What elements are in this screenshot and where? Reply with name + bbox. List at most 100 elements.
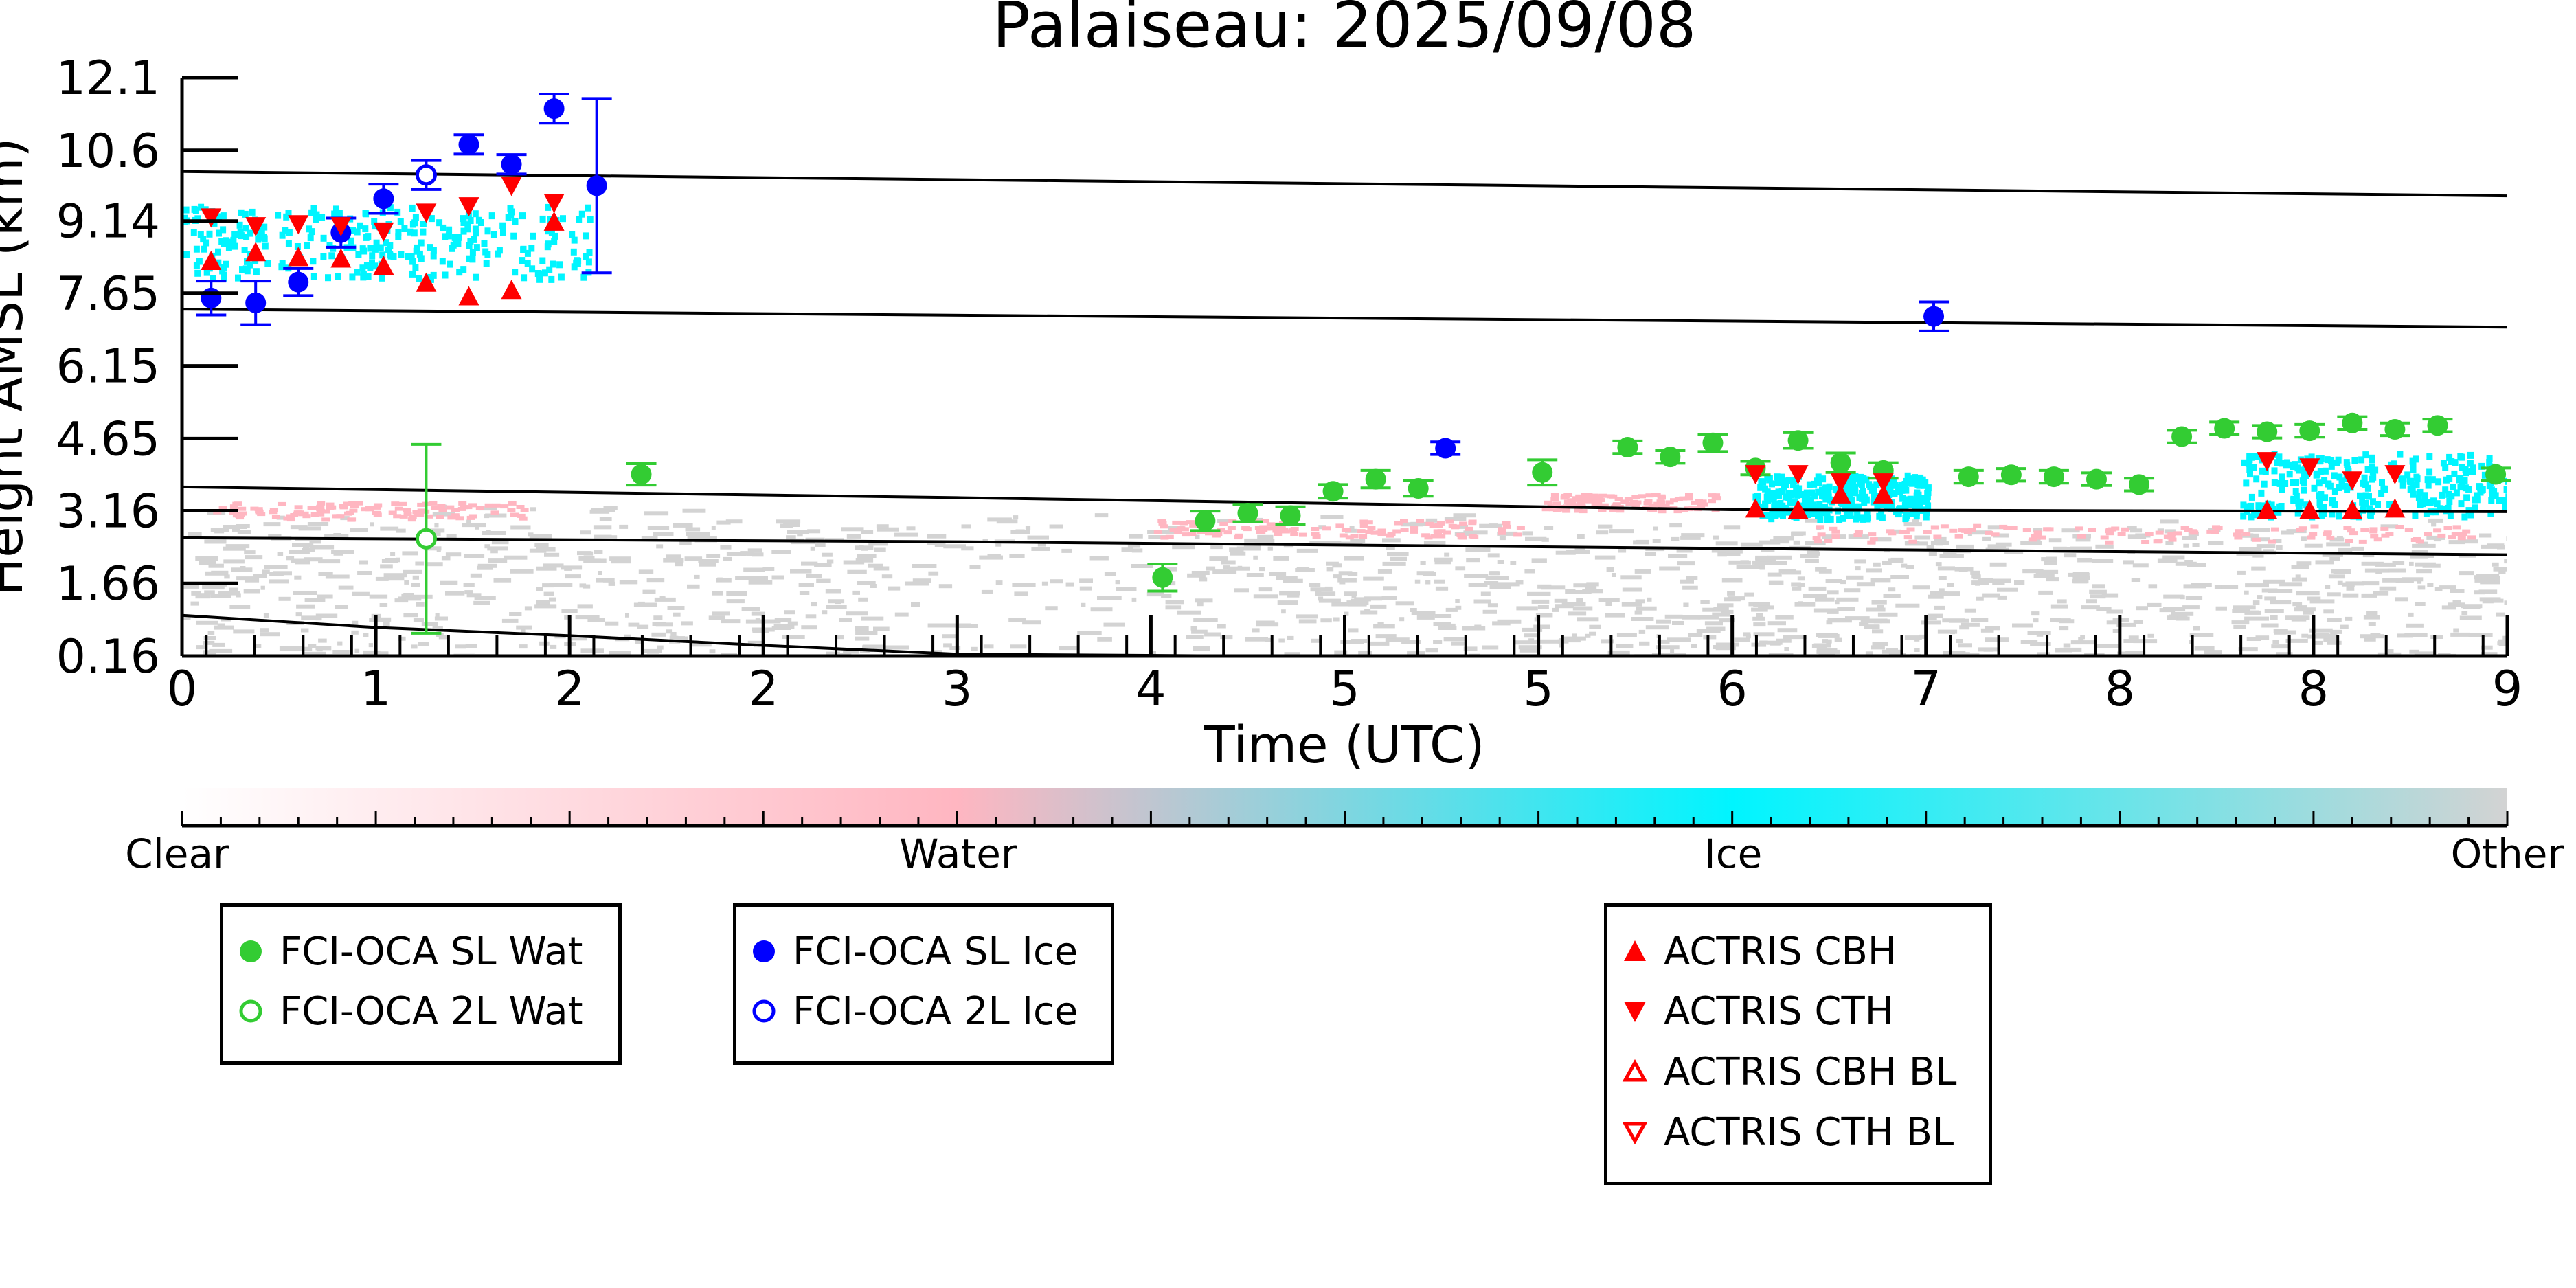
- ice-cloud-texture: [2299, 477, 2306, 485]
- clear-sky-texture: [474, 596, 496, 600]
- clear-sky-texture: [694, 574, 700, 579]
- clear-sky-texture: [810, 546, 815, 551]
- clear-sky-texture: [1199, 577, 1208, 582]
- ice-cloud-texture: [1842, 489, 1849, 497]
- clear-sky-texture: [735, 576, 758, 580]
- ice-cloud-texture: [200, 236, 207, 243]
- ice-cloud-texture: [1811, 493, 1818, 500]
- water-cloud-texture: [1219, 521, 1228, 526]
- clear-sky-texture: [1777, 628, 1798, 633]
- clear-sky-texture: [501, 618, 519, 623]
- ice-cloud-texture: [362, 225, 369, 233]
- water-cloud-texture: [408, 515, 417, 519]
- water-cloud-texture: [1169, 528, 1178, 532]
- clear-sky-texture: [207, 631, 215, 635]
- clear-sky-texture: [2033, 574, 2055, 578]
- x-tick-label: 1: [361, 661, 392, 717]
- clear-sky-texture: [268, 534, 282, 539]
- data-point: [1830, 484, 1851, 504]
- clear-sky-texture: [338, 585, 354, 590]
- data-point: [245, 242, 267, 262]
- water-cloud-texture: [1457, 535, 1466, 540]
- clear-sky-texture: [2292, 577, 2307, 582]
- clear-sky-texture: [1895, 603, 1920, 608]
- clear-sky-texture: [2422, 563, 2441, 568]
- ice-cloud-texture: [2341, 482, 2348, 490]
- clear-sky-texture: [1826, 639, 1832, 644]
- data-point: [373, 222, 394, 242]
- clear-sky-texture: [2460, 539, 2478, 544]
- ice-cloud-texture: [275, 212, 282, 219]
- clear-sky-texture: [352, 591, 370, 596]
- colorbar: Clear Water Ice Other: [125, 788, 2564, 877]
- clear-sky-texture: [1741, 542, 1763, 547]
- clear-sky-texture: [462, 523, 486, 528]
- ice-cloud-texture: [449, 245, 455, 252]
- clear-sky-texture: [2497, 545, 2505, 550]
- clear-sky-texture: [1337, 541, 1361, 546]
- x-tick-label: 8: [2298, 661, 2329, 717]
- clear-sky-texture: [398, 636, 406, 641]
- water-cloud-texture: [1625, 501, 1634, 506]
- ice-cloud-texture: [183, 251, 190, 258]
- clear-sky-texture: [2427, 583, 2434, 587]
- ice-cloud-texture: [2442, 464, 2449, 471]
- water-cloud-texture: [336, 514, 345, 519]
- clear-sky-texture: [1375, 634, 1397, 639]
- water-cloud-texture: [2180, 526, 2189, 530]
- clear-sky-texture: [2182, 536, 2197, 540]
- x-tick-label: 9: [2492, 661, 2523, 717]
- clear-sky-texture: [2252, 600, 2260, 605]
- ice-cloud-texture: [2268, 501, 2275, 509]
- clear-sky-texture: [855, 631, 878, 635]
- ice-cloud-texture: [1763, 512, 1770, 519]
- ice-cloud-texture: [428, 215, 435, 223]
- ice-cloud-texture: [412, 264, 419, 271]
- clear-sky-texture: [202, 585, 225, 590]
- ice-cloud-texture: [1919, 476, 1926, 484]
- clear-sky-texture: [2448, 540, 2465, 545]
- clear-sky-texture: [190, 601, 199, 606]
- clear-sky-texture: [1386, 545, 1395, 550]
- clear-sky-texture: [229, 605, 251, 609]
- data-point: [1532, 462, 1553, 483]
- clear-sky-texture: [1618, 548, 1627, 553]
- ice-cloud-texture: [439, 258, 446, 265]
- water-cloud-texture: [250, 506, 259, 511]
- clear-sky-texture: [260, 585, 265, 590]
- clear-sky-texture: [1594, 555, 1616, 560]
- clear-sky-texture: [1010, 530, 1030, 534]
- clear-sky-texture: [1455, 566, 1466, 571]
- ice-cloud-texture: [310, 273, 317, 280]
- clear-sky-texture: [2295, 605, 2307, 610]
- water-cloud-texture: [1869, 537, 1878, 542]
- ice-cloud-texture: [2503, 486, 2507, 493]
- clear-sky-texture: [1607, 650, 1630, 655]
- clear-sky-texture: [564, 615, 569, 620]
- clear-sky-texture: [987, 554, 1001, 558]
- clear-sky-texture: [1465, 547, 1491, 552]
- ice-cloud-texture: [1775, 488, 1782, 496]
- clear-sky-texture: [1148, 535, 1172, 539]
- ice-cloud-texture: [220, 212, 227, 220]
- water-cloud-texture: [1410, 529, 1418, 534]
- clear-sky-texture: [1010, 644, 1027, 649]
- clear-sky-texture: [2263, 549, 2274, 554]
- clear-sky-texture: [653, 532, 674, 536]
- clear-sky-texture: [1269, 572, 1287, 576]
- water-cloud-texture: [2009, 526, 2018, 530]
- clear-sky-texture: [1712, 612, 1730, 617]
- clear-sky-texture: [1195, 534, 1200, 539]
- ice-cloud-texture: [1757, 484, 1764, 491]
- clear-sky-texture: [1463, 646, 1478, 651]
- clear-sky-texture: [1912, 519, 1919, 524]
- ice-cloud-texture: [2486, 455, 2493, 462]
- clear-sky-texture: [747, 640, 763, 645]
- clear-sky-texture: [1784, 647, 1789, 651]
- clear-sky-texture: [843, 560, 865, 565]
- clear-sky-texture: [536, 547, 556, 552]
- clear-sky-texture: [1527, 591, 1551, 596]
- ice-cloud-texture: [2362, 481, 2369, 488]
- ice-cloud-texture: [307, 234, 314, 242]
- clear-sky-texture: [2364, 568, 2390, 573]
